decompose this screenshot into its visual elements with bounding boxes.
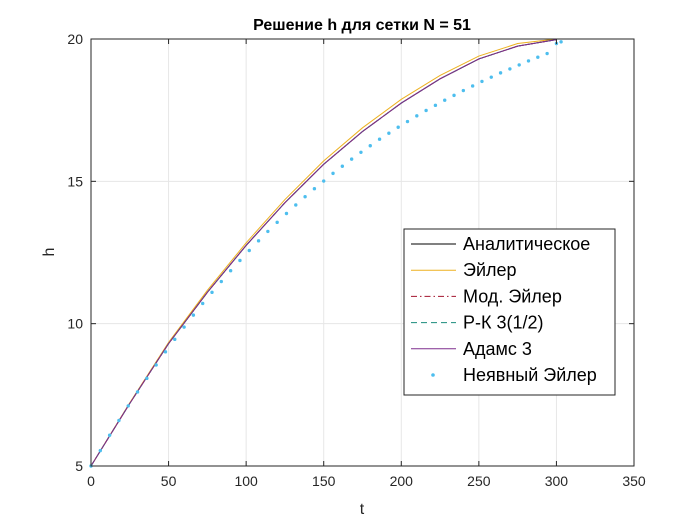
data-point — [294, 203, 298, 207]
legend-label: Р-К 3(1/2) — [463, 313, 544, 333]
y-tick-label: 5 — [75, 458, 83, 474]
legend-label: Адамс 3 — [463, 339, 532, 359]
data-point — [377, 137, 382, 141]
y-tick-label: 10 — [67, 316, 83, 332]
data-point — [536, 55, 540, 59]
data-point — [517, 63, 521, 67]
data-point — [266, 229, 270, 234]
data-point — [424, 108, 428, 113]
data-point — [405, 119, 410, 124]
x-tick-label: 200 — [390, 473, 414, 489]
data-point — [415, 114, 419, 118]
data-point — [191, 313, 196, 317]
data-point — [275, 220, 279, 225]
data-point — [312, 187, 317, 191]
x-tick-label: 300 — [545, 473, 569, 489]
y-tick-label: 20 — [67, 31, 83, 47]
data-point — [154, 363, 158, 367]
x-tick-label: 50 — [161, 473, 177, 489]
legend-label: Эйлер — [463, 260, 517, 280]
data-point — [135, 390, 140, 394]
axes-box — [90, 38, 635, 467]
x-axis-label: t — [360, 501, 365, 518]
x-tick-label: 0 — [87, 473, 95, 489]
data-point — [331, 171, 335, 176]
x-tick-label: 350 — [622, 473, 646, 489]
data-point — [163, 350, 168, 354]
data-point — [182, 325, 186, 329]
data-point — [545, 51, 549, 56]
legend: Аналитическое Эйлер Мод. Эйлер Р-К 3(1/2) Ад… — [403, 228, 616, 396]
series-group — [89, 38, 563, 468]
data-point — [126, 404, 130, 408]
data-point — [368, 144, 372, 148]
y-axis-label: h — [41, 248, 58, 257]
data-point — [480, 79, 484, 84]
data-point — [461, 88, 466, 93]
data-point — [387, 131, 391, 135]
data-point — [201, 301, 205, 306]
data-point — [526, 59, 531, 63]
data-point — [322, 179, 326, 183]
data-point — [303, 195, 307, 199]
data-point — [508, 67, 512, 71]
data-point — [359, 150, 363, 154]
legend-box — [403, 228, 616, 396]
y-tick-label: 15 — [67, 173, 83, 189]
data-point — [173, 337, 177, 342]
data-point — [247, 248, 251, 253]
series-line — [90, 38, 557, 467]
data-point — [98, 448, 103, 453]
data-point — [238, 258, 242, 263]
legend-marker — [431, 373, 435, 377]
data-point — [107, 433, 112, 437]
data-point — [396, 125, 400, 129]
x-tick-label: 100 — [234, 473, 258, 489]
data-point — [452, 93, 456, 98]
ticks: 0 50 100 150 200 250 300 350 5 10 15 20 — [67, 31, 645, 489]
data-point — [284, 211, 289, 216]
data-point — [443, 98, 447, 102]
data-point — [219, 279, 224, 284]
series-line — [90, 39, 557, 467]
data-point — [559, 40, 563, 44]
chart-title: Решение h для сетки N = 51 — [253, 17, 471, 34]
data-point — [145, 376, 149, 381]
data-point — [433, 103, 438, 108]
data-point — [470, 84, 475, 88]
data-point — [210, 290, 214, 295]
data-point — [228, 269, 233, 273]
data-point — [256, 239, 261, 243]
x-tick-label: 150 — [312, 473, 336, 489]
data-point — [117, 418, 121, 423]
data-point — [340, 164, 345, 168]
data-point — [498, 71, 503, 75]
data-point — [349, 157, 354, 161]
series-dots — [89, 40, 563, 468]
x-tick-label: 250 — [467, 473, 491, 489]
data-point — [489, 75, 493, 79]
legend-label: Мод. Эйлер — [463, 286, 562, 306]
legend-label: Аналитическое — [463, 234, 590, 254]
legend-label: Неявный Эйлер — [463, 365, 597, 385]
